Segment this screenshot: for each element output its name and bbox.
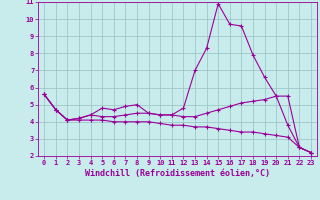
X-axis label: Windchill (Refroidissement éolien,°C): Windchill (Refroidissement éolien,°C) [85, 169, 270, 178]
